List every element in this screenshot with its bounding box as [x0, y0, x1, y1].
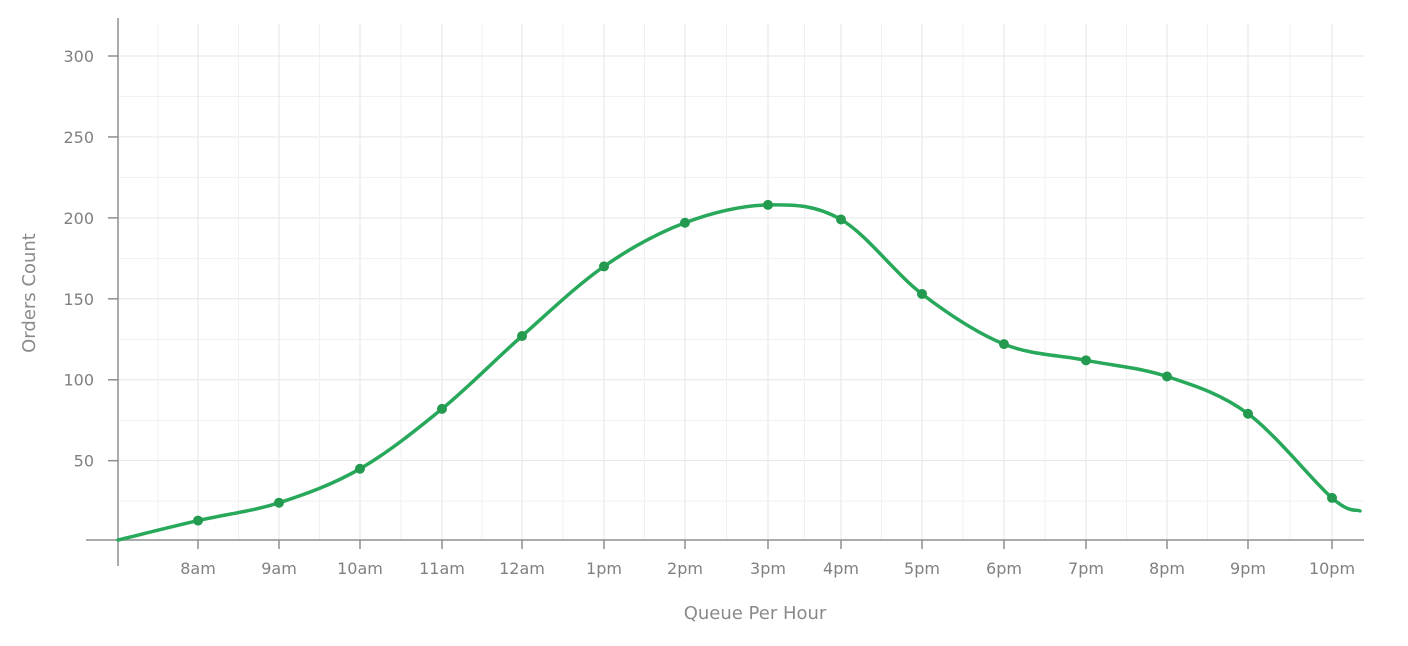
x-tick-label: 8pm [1149, 559, 1185, 578]
x-tick-label: 5pm [904, 559, 940, 578]
data-point [599, 261, 609, 272]
x-tick-label: 10am [337, 559, 383, 578]
data-point [274, 497, 284, 508]
data-point [680, 217, 690, 228]
data-point [1162, 371, 1172, 382]
x-tick-label: 2pm [667, 559, 703, 578]
data-point [999, 339, 1009, 350]
y-tick-label: 100 [63, 371, 94, 390]
data-point [1243, 408, 1253, 419]
data-point [1081, 355, 1091, 366]
y-tick-label: 50 [74, 452, 94, 471]
axes [86, 18, 1364, 566]
data-point [355, 463, 365, 474]
x-axis-title: Queue Per Hour [684, 603, 827, 624]
data-point [1327, 492, 1337, 503]
data-point [437, 403, 447, 414]
data-point [917, 288, 927, 299]
y-tick-labels: 50 100 150 200 250 300 [63, 47, 94, 471]
x-tick-labels: 8am 9am 10am 11am 12am 1pm 2pm 3pm 4pm 5pm 6pm 7pm 8… [180, 559, 1355, 578]
data-point [763, 199, 773, 210]
x-tick-label: 6pm [986, 559, 1022, 578]
grid [118, 23, 1364, 540]
x-tick-label: 8am [180, 559, 216, 578]
x-tick-label: 3pm [750, 559, 786, 578]
data-point [517, 331, 527, 342]
x-tick-label: 7pm [1068, 559, 1104, 578]
series-line [116, 203, 1362, 542]
data-point [193, 515, 203, 526]
y-tick-label: 150 [63, 290, 94, 309]
y-tick-label: 250 [63, 128, 94, 147]
y-axis-title: Orders Count [19, 233, 40, 353]
x-tick-label: 11am [419, 559, 465, 578]
data-points [193, 199, 1337, 526]
x-tick-label: 10pm [1309, 559, 1355, 578]
x-tick-label: 9am [261, 559, 297, 578]
data-point [836, 214, 846, 225]
x-tick-label: 12am [499, 559, 545, 578]
y-tick-label: 300 [63, 47, 94, 66]
x-tick-label: 9pm [1230, 559, 1266, 578]
x-tick-label: 4pm [823, 559, 859, 578]
y-tick-label: 200 [63, 209, 94, 228]
x-tick-label: 1pm [586, 559, 622, 578]
